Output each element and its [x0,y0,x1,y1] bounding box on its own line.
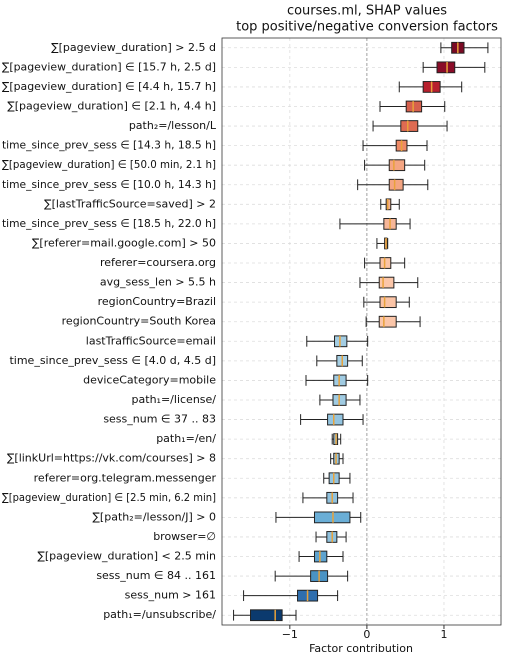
y-tick-label: ∑[lastTrafficSource=saved] > 2 [44,197,216,210]
y-tick-label: ∑[referer=mail.google.com] > 50 [32,236,216,249]
x-tick-label: −1 [282,628,298,641]
y-tick-label: time_since_prev_sess ∈ [18.5 h, 22.0 h] [2,217,216,230]
plot: ∑[pageview_duration] > 2.5 d ∑[pageview_d… [2,41,489,622]
y-tick-label: ∑[pageview_duration] < 2.5 min [37,550,216,563]
y-tick-label: time_since_prev_sess ∈ [4.0 d, 4.5 d] [9,354,216,367]
y-tick-label: sess_num ∈ 37 .. 83 [103,413,216,426]
y-tick-label: avg_sess_len > 5.5 h [100,276,216,289]
box [327,413,344,426]
chart-subtitle: top positive/negative conversion factors [236,20,498,35]
y-tick-label: ∑[pageview_duration] ∈ [50.0 min, 2.1 h] [2,158,216,171]
box [333,374,347,387]
chart-title: courses.ml, SHAP values [287,4,447,19]
y-tick-label: ∑[pageview_duration] ∈ [15.7 h, 2.5 d] [2,60,216,73]
y-tick-label: sess_num ∈ 84 .. 161 [96,569,216,582]
y-tick-label: ∑[path₂=/lesson/J] > 0 [93,510,216,523]
y-tick-label: referer=org.telegram.messenger [34,471,217,484]
y-tick-label: deviceCategory=mobile [83,373,216,386]
box [379,257,392,269]
y-tick-label: ∑[pageview_duration] ∈ [4.4 h, 15.7 h] [2,80,216,93]
box [388,159,406,172]
y-tick-label: ∑[pageview_duration] ∈ [2.5 min, 6.2 min… [2,491,216,504]
x-tick-label: 0 [363,628,370,641]
y-tick-label: time_since_prev_sess ∈ [14.3 h, 18.5 h] [2,139,216,152]
y-tick-label: ∑[pageview_duration] > 2.5 d [51,41,216,54]
y-tick-label: ∑[linkUrl=https://vk.com/courses] > 8 [7,452,216,465]
box [378,276,395,289]
plot-frame [221,37,502,626]
x-axis-label: Factor contribution [309,642,413,655]
grid: −1 0 1 [222,38,501,641]
box [388,178,404,191]
y-tick-label: time_since_prev_sess ∈ [10.0 h, 14.3 h] [2,178,216,191]
y-tick-label: path₁=/unsubscribe/ [103,608,216,621]
box [379,296,397,309]
box [400,120,419,132]
y-tick-label: browser=∅ [153,530,216,543]
y-tick-label: path₂=/lesson/L [129,119,217,132]
y-tick-label: lastTrafficSource=email [86,334,216,347]
box [313,511,351,524]
y-tick-label: regionCountry=Brazil [98,295,216,308]
y-tick-label: path₁=/license/ [132,393,217,406]
box [436,61,456,74]
box [313,550,328,563]
y-tick-label: regionCountry=South Korea [62,315,216,328]
y-tick-label: sess_num > 161 [125,589,216,602]
box [334,335,348,348]
y-tick-label: ∑[pageview_duration] ∈ [2.1 h, 4.4 h] [7,99,216,112]
box [250,609,283,622]
box [405,100,423,113]
y-tick-label: path₁=/en/ [156,432,216,445]
y-tick-label: referer=coursera.org [100,256,216,269]
box [378,315,397,328]
x-tick-label: 1 [440,628,447,641]
box [385,198,392,211]
